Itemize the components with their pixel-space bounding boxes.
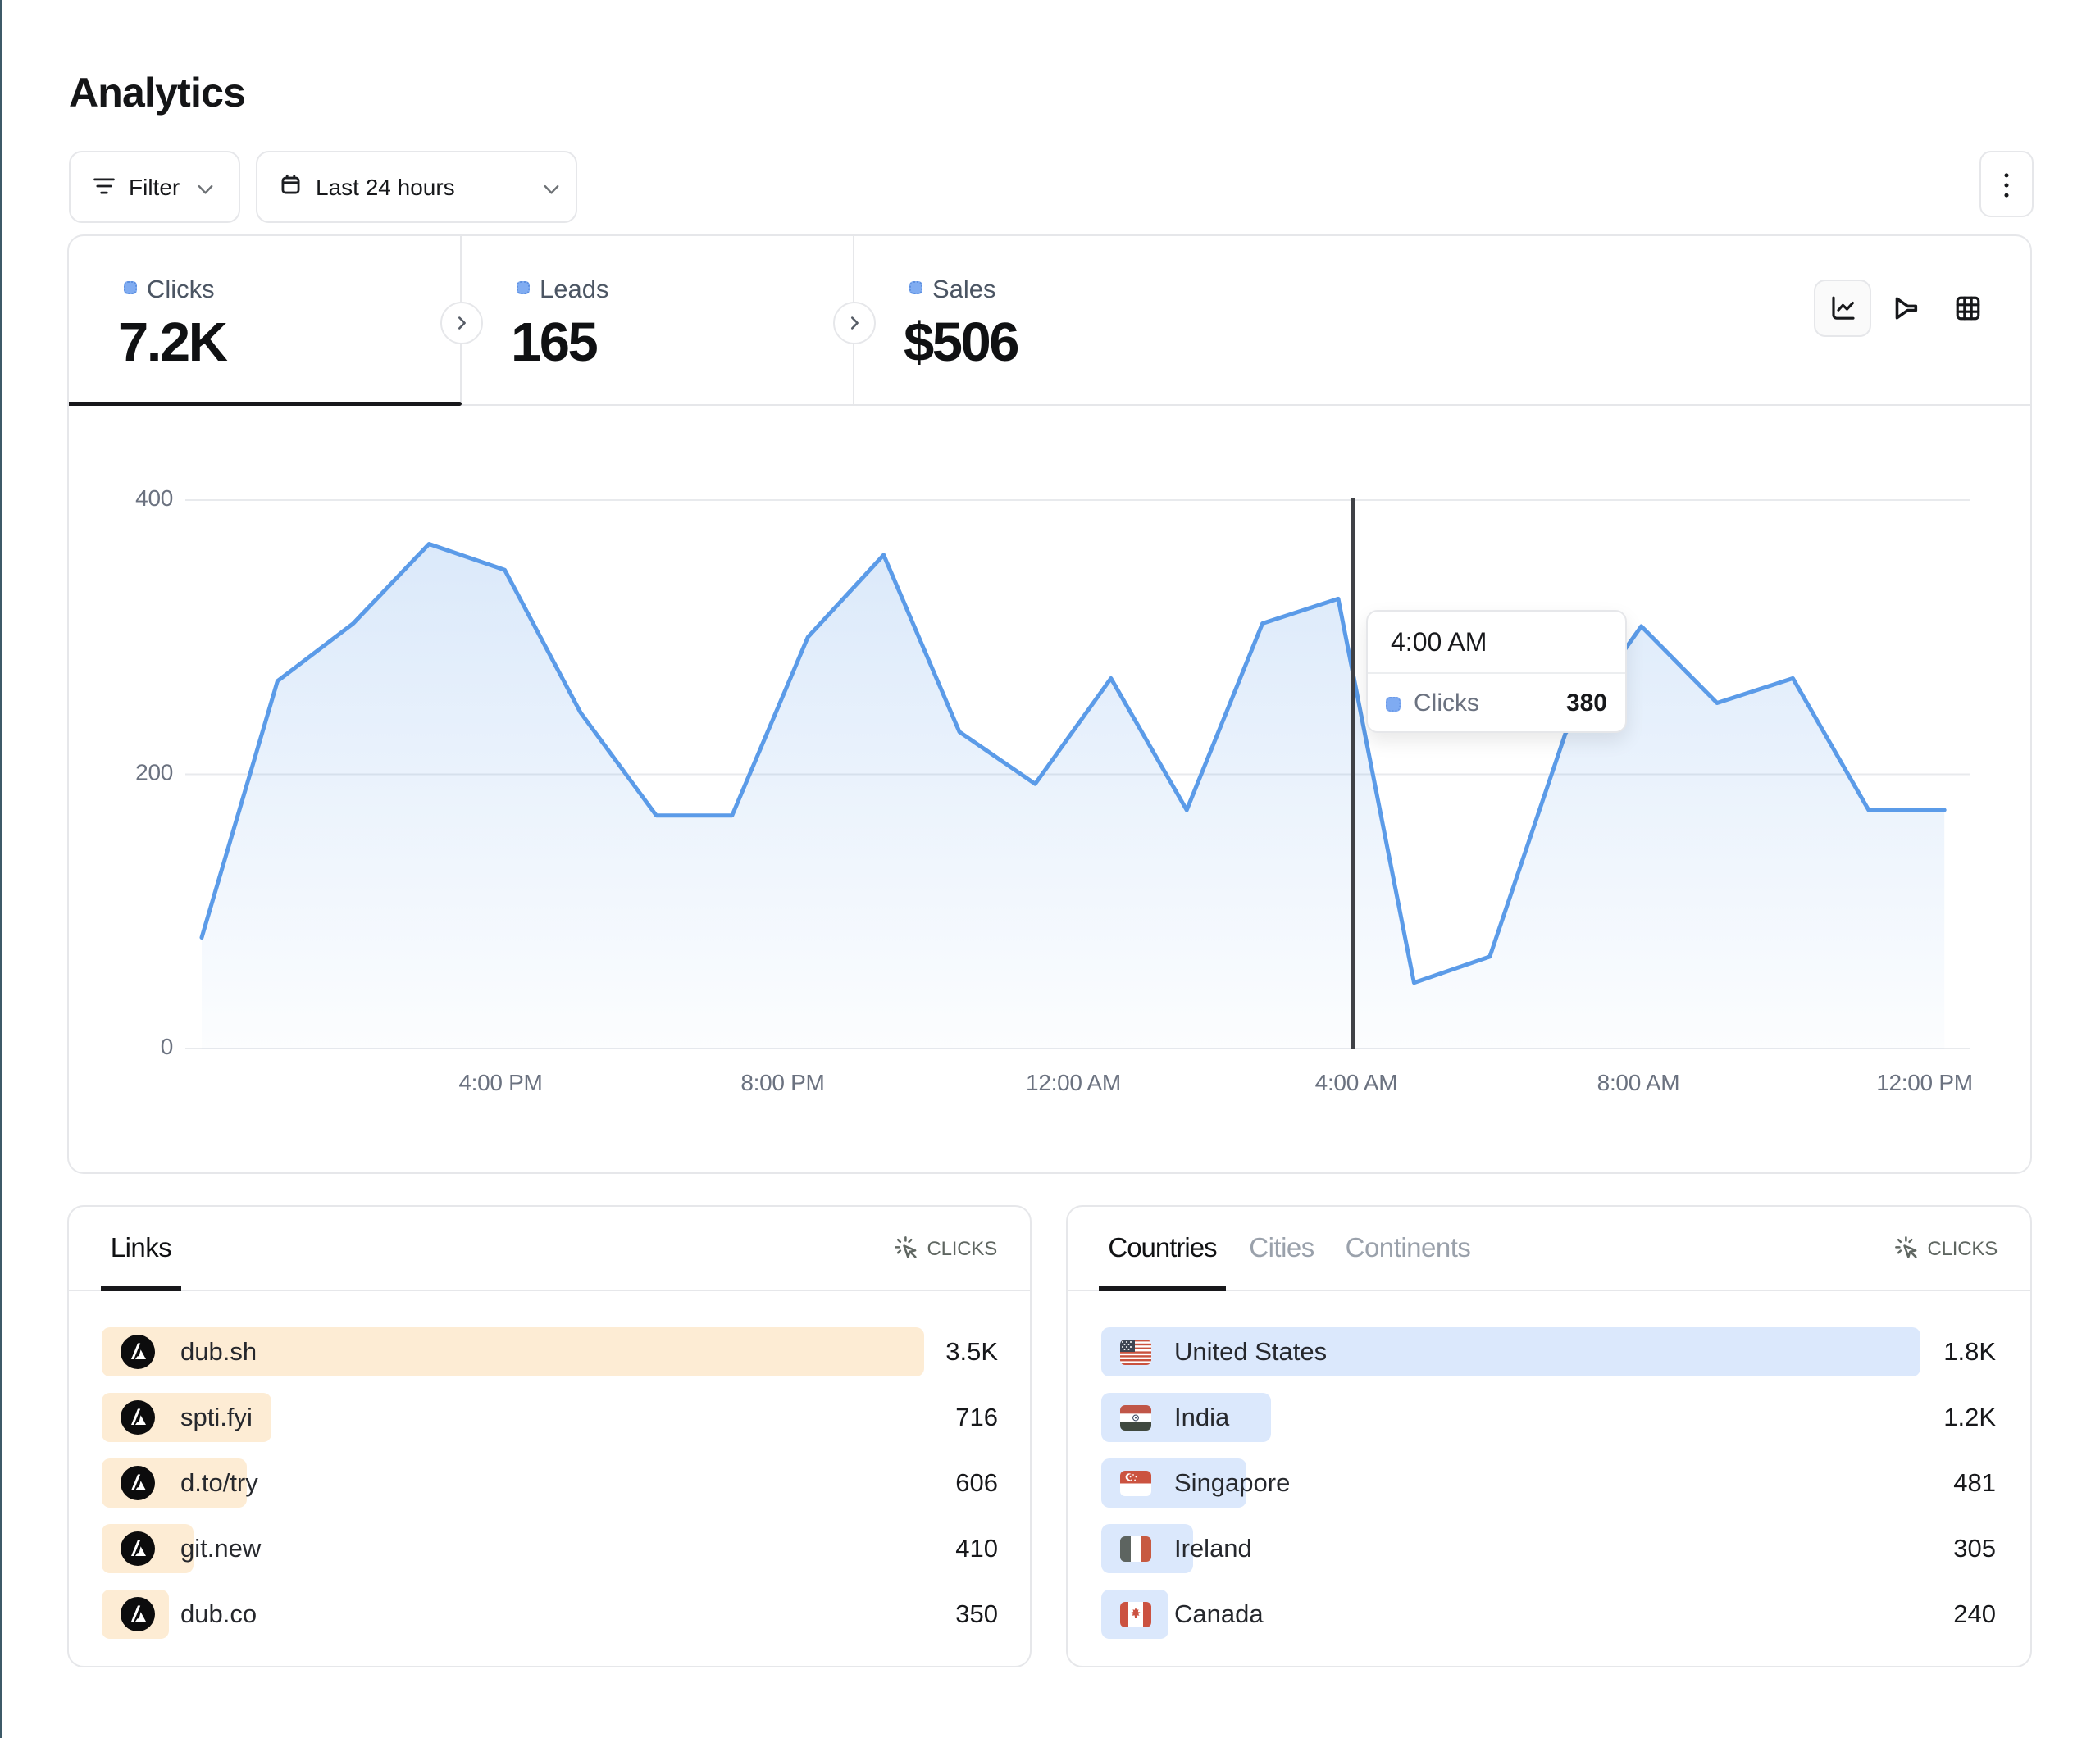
svg-text:8:00 PM: 8:00 PM [740, 1070, 824, 1095]
svg-text:8:00 AM: 8:00 AM [1597, 1070, 1680, 1095]
svg-text:4:00 AM: 4:00 AM [1315, 1070, 1398, 1095]
svg-text:200: 200 [135, 760, 173, 785]
svg-text:400: 400 [135, 485, 173, 511]
svg-text:12:00 AM: 12:00 AM [1026, 1070, 1121, 1095]
svg-text:12:00 PM: 12:00 PM [1876, 1070, 1972, 1095]
svg-text:0: 0 [161, 1034, 173, 1059]
svg-text:4:00 PM: 4:00 PM [458, 1070, 542, 1095]
